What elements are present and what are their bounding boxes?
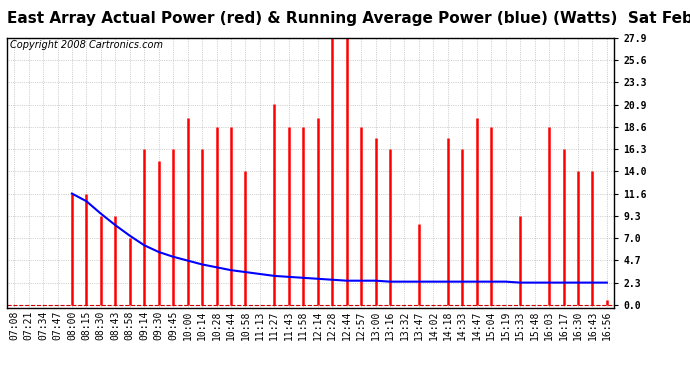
Text: Copyright 2008 Cartronics.com: Copyright 2008 Cartronics.com [10, 40, 163, 50]
Text: East Array Actual Power (red) & Running Average Power (blue) (Watts)  Sat Feb 16: East Array Actual Power (red) & Running … [7, 11, 690, 26]
